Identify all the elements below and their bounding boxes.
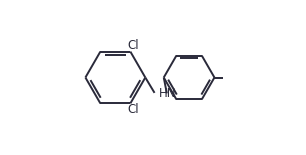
Text: Cl: Cl — [128, 40, 139, 53]
Text: HN: HN — [159, 87, 176, 100]
Text: Cl: Cl — [128, 102, 139, 115]
